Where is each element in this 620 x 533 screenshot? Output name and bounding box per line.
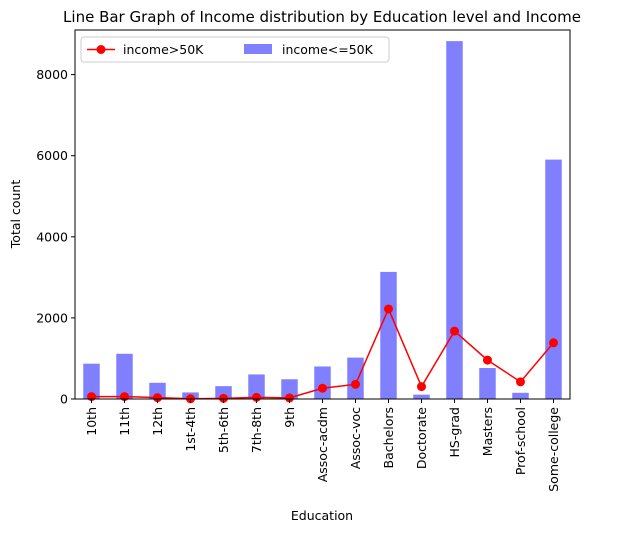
point-bachelors <box>384 304 393 314</box>
x-tick-label: 9th <box>282 407 297 428</box>
x-tick-label: Assoc-voc <box>348 407 363 469</box>
x-tick-label: Some-college <box>546 407 561 492</box>
legend: income>50K income<=50K <box>80 36 390 63</box>
x-axis: 10th 11th 12th 1st-4th 5th-6th 7th-8th 9th Asso… <box>84 399 561 492</box>
legend-label-bar-series: income<=50K <box>282 42 374 57</box>
bar-assoc-voc <box>347 357 364 399</box>
y-axis: 0 2000 4000 6000 8000 <box>36 67 75 407</box>
point-9th <box>285 393 294 403</box>
y-tick-label: 4000 <box>36 229 68 244</box>
point-12th <box>153 393 162 403</box>
x-tick-label: Assoc-acdm <box>315 407 330 482</box>
point-7th-8th <box>252 392 261 402</box>
x-tick-label: Masters <box>480 407 495 456</box>
x-tick-label: Bachelors <box>381 407 396 469</box>
bar-12th <box>149 382 166 399</box>
bar-9th <box>281 379 298 399</box>
y-tick-label: 6000 <box>36 148 68 163</box>
plot-frame <box>74 29 571 400</box>
x-tick-label: HS-grad <box>447 407 462 458</box>
x-tick-label: 12th <box>150 407 165 436</box>
y-tick-label: 8000 <box>36 67 68 82</box>
x-tick-label: 1st-4th <box>183 407 198 452</box>
point-hs-grad <box>450 326 459 336</box>
bar-masters <box>479 368 496 399</box>
point-prof-school <box>516 377 525 387</box>
legend-box <box>80 36 390 63</box>
x-tick-label: Prof-school <box>513 407 528 475</box>
x-tick-label: 7th-8th <box>249 407 264 453</box>
point-doctorate <box>417 382 426 392</box>
y-axis-label: Total count <box>8 180 23 250</box>
y-tick-label: 2000 <box>36 310 68 325</box>
legend-label-line-series: income>50K <box>123 42 204 57</box>
point-assoc-voc <box>351 379 360 389</box>
bar-11th <box>116 353 133 399</box>
bar-7th-8th <box>248 374 265 399</box>
legend-bar-swatch <box>244 44 272 54</box>
chart-title: Line Bar Graph of Income distribution by… <box>63 8 581 26</box>
bar-prof-school <box>512 392 529 399</box>
legend-marker-swatch <box>96 45 106 54</box>
x-tick-label: 10th <box>84 407 99 436</box>
x-axis-label: Education <box>291 508 353 523</box>
bar-10th <box>83 363 100 399</box>
point-5th-6th <box>219 393 228 403</box>
bar-bachelors <box>380 271 397 399</box>
bar-doctorate <box>413 394 430 399</box>
point-assoc-acdm <box>318 383 327 393</box>
point-masters <box>483 355 492 365</box>
point-some-college <box>549 338 558 348</box>
bar-5th-6th <box>215 386 232 399</box>
bars-layer <box>83 41 562 400</box>
x-tick-label: 5th-6th <box>216 407 231 453</box>
x-tick-label: Doctorate <box>414 407 429 469</box>
x-tick-label: 11th <box>117 407 132 436</box>
y-tick-label: 0 <box>60 392 68 407</box>
bar-hs-grad <box>446 41 463 400</box>
bar-assoc-acdm <box>314 366 331 399</box>
bar-some-college <box>545 159 562 399</box>
